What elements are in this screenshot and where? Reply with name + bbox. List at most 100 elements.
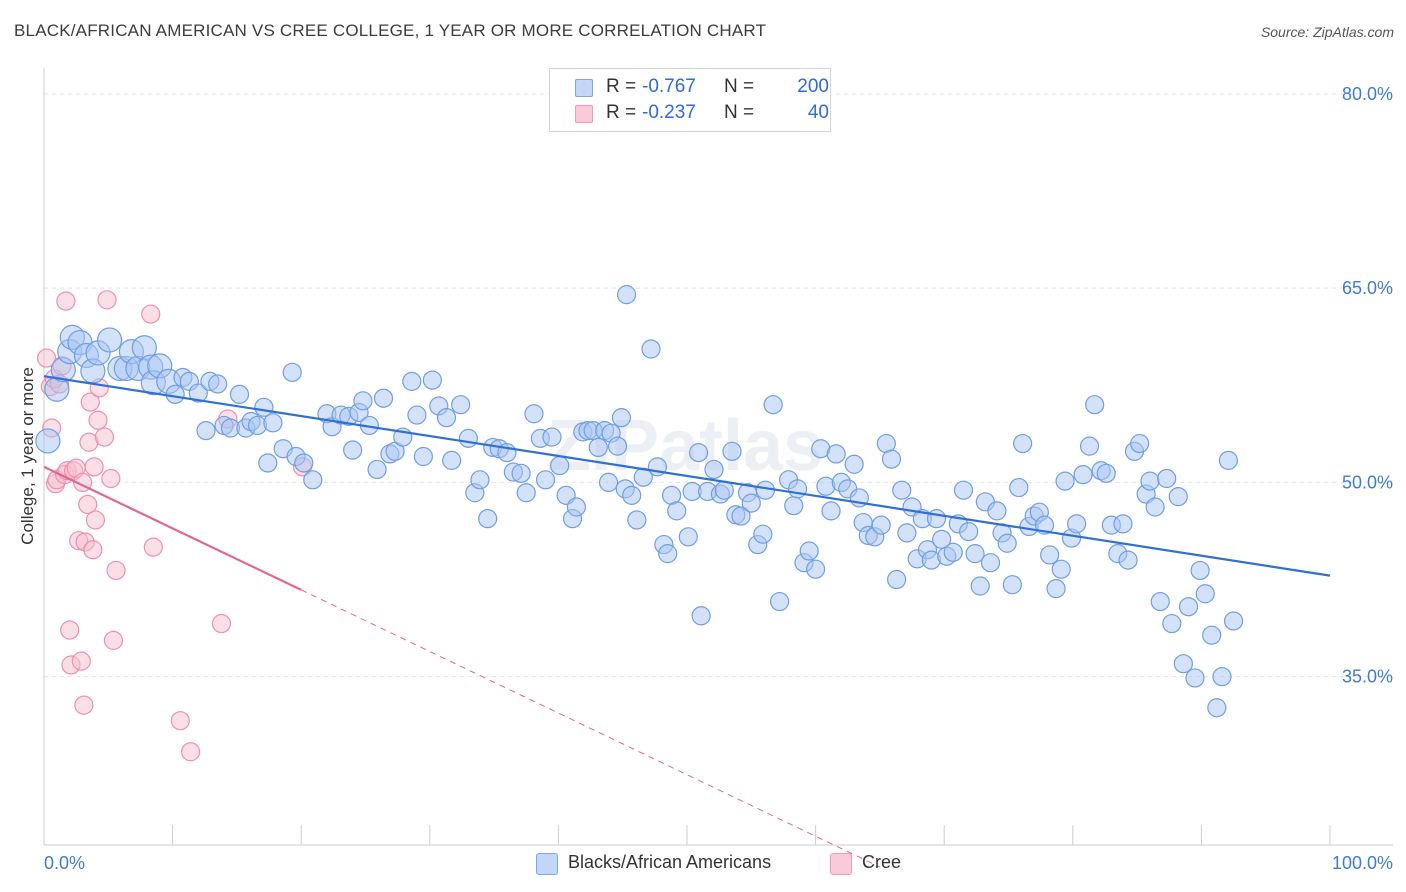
data-point-blacks: [1207, 698, 1227, 718]
data-point-blacks: [826, 444, 846, 464]
data-point-blacks: [769, 591, 790, 612]
legend-r-value: -0.237: [642, 102, 696, 123]
trend-line-blacks: [43, 375, 1331, 577]
data-point-cree: [74, 695, 94, 715]
data-point-blacks: [1162, 613, 1182, 634]
y-tick-label: 80.0%: [1342, 84, 1393, 104]
data-point-blacks: [997, 533, 1017, 553]
data-point-blacks: [787, 479, 808, 499]
data-point-blacks: [753, 524, 773, 544]
data-point-blacks: [402, 371, 422, 391]
chart-title: BLACK/AFRICAN AMERICAN VS CREE COLLEGE, …: [14, 21, 767, 40]
data-point-cree: [94, 427, 115, 447]
data-point-blacks: [714, 480, 734, 500]
data-point-blacks: [844, 454, 864, 474]
data-point-blacks: [478, 509, 498, 529]
data-point-blacks: [524, 404, 544, 424]
legend-swatch-blue: [575, 79, 593, 97]
data-point-blacks: [1173, 654, 1193, 674]
data-point-cree: [170, 711, 190, 731]
data-point-blacks: [622, 485, 642, 505]
y-tick-label: 35.0%: [1342, 667, 1393, 687]
data-point-blacks: [1096, 463, 1116, 483]
data-point-cree: [103, 630, 124, 650]
data-point-blacks: [641, 339, 661, 359]
data-point-blacks: [458, 428, 478, 448]
data-point-cree: [60, 620, 80, 640]
data-point-blacks: [263, 413, 283, 433]
data-point-blacks: [258, 453, 278, 473]
data-point-blacks: [1085, 395, 1105, 415]
data-point-blacks: [1178, 597, 1199, 617]
data-point-blacks: [805, 559, 826, 579]
data-point-blacks: [1040, 545, 1060, 565]
x-tick-label: 0.0%: [44, 853, 85, 873]
data-point-blacks: [451, 395, 471, 415]
data-point-blacks: [799, 541, 819, 561]
data-point-blacks: [1079, 436, 1100, 456]
data-point-blacks: [470, 470, 490, 490]
data-point-blacks: [959, 522, 979, 542]
data-point-blacks: [627, 510, 647, 530]
data-point-blacks: [1073, 465, 1093, 485]
data-point-blacks: [294, 453, 314, 473]
data-point-cree: [56, 291, 76, 311]
data-point-blacks: [1113, 514, 1133, 534]
data-point-cree: [84, 457, 104, 477]
axes: [43, 68, 1393, 846]
data-point-blacks: [943, 542, 963, 562]
data-point-blacks: [1202, 625, 1222, 645]
data-point-blacks: [1190, 560, 1210, 581]
data-point-blacks: [784, 496, 804, 516]
data-point-blacks: [722, 441, 742, 461]
data-point-blacks: [165, 384, 185, 404]
data-point-blacks: [871, 515, 891, 535]
data-point-cree: [101, 468, 121, 489]
black-african-american-points: [35, 285, 1244, 718]
data-point-blacks: [1218, 450, 1239, 470]
data-point-cree: [181, 742, 201, 762]
legend-swatch-blue: [536, 853, 558, 875]
legend-n-value: 40: [807, 102, 829, 123]
data-point-blacks: [373, 388, 394, 408]
data-point-blacks: [1055, 471, 1075, 491]
data-point-cree: [97, 290, 117, 310]
data-point-blacks: [691, 606, 711, 626]
data-point-blacks: [763, 395, 783, 415]
legend-n-value: 200: [797, 76, 829, 97]
data-point-blacks: [688, 443, 709, 463]
data-point-blacks: [550, 455, 570, 476]
data-point-blacks: [407, 405, 427, 425]
data-point-blacks: [188, 383, 208, 403]
data-point-blacks: [35, 428, 61, 454]
data-point-blacks: [1212, 667, 1232, 687]
data-point-cree: [78, 494, 98, 515]
data-point-blacks: [658, 544, 678, 564]
data-point-blacks: [987, 501, 1007, 521]
stats-legend: R = -0.767 N = 200 R = -0.237 N = 40: [549, 68, 831, 132]
data-point-blacks: [422, 370, 442, 390]
data-point-blacks: [1157, 468, 1177, 489]
data-point-cree: [83, 540, 103, 560]
legend-label-cree: Cree: [862, 852, 902, 872]
data-point-blacks: [1195, 584, 1215, 604]
legend-swatch-pink: [830, 853, 852, 875]
data-point-cree: [71, 651, 91, 671]
trend-lines: [43, 375, 1331, 868]
legend-r-label: R =: [606, 76, 637, 97]
data-point-blacks: [254, 397, 274, 417]
data-point-blacks: [96, 327, 123, 353]
data-point-blacks: [1051, 559, 1071, 579]
data-point-blacks: [1150, 591, 1170, 612]
data-point-blacks: [678, 527, 698, 547]
data-point-blacks: [208, 374, 228, 394]
data-point-blacks: [413, 446, 433, 467]
data-point-blacks: [616, 285, 637, 305]
trend-line-cree: [43, 465, 302, 591]
data-point-blacks: [965, 544, 985, 564]
data-point-blacks: [821, 501, 841, 521]
data-point-blacks: [887, 569, 907, 590]
data-point-blacks: [1168, 487, 1188, 507]
data-point-cree: [141, 304, 161, 324]
